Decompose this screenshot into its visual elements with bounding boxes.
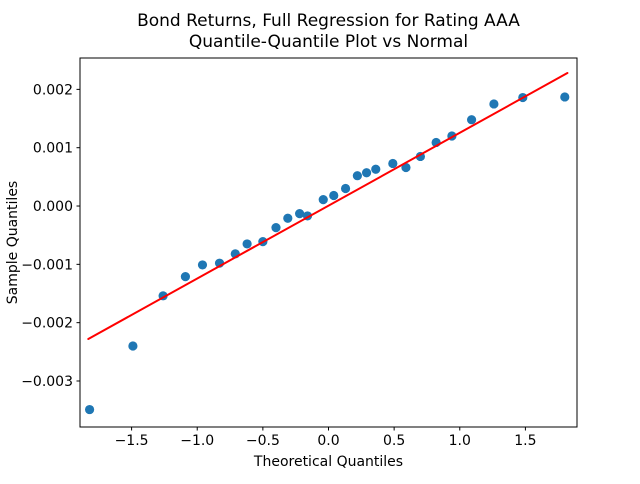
plot-area: −1.5 −1.0 −0.5 0.0 0.5 1.0 1.5 0.002 0.001 0.000 −…: [21, 57, 578, 449]
data-point: [340, 183, 351, 194]
y-axis-label: Sample Quantiles: [5, 181, 21, 304]
data-point: [352, 171, 362, 181]
y-tick-label: −0.003: [21, 374, 73, 390]
data-point: [560, 92, 570, 102]
data-point: [371, 164, 381, 174]
chart-title-line1: Bond Returns, Full Regression for Rating…: [137, 11, 520, 31]
data-point: [318, 195, 328, 205]
x-tick-label: −0.5: [246, 433, 280, 449]
chart-title-line2: Quantile-Quantile Plot vs Normal: [189, 32, 468, 52]
y-tick-label: −0.002: [21, 316, 73, 332]
data-point: [84, 404, 95, 415]
y-tick-label: 0.001: [33, 141, 73, 157]
x-tick-label: −1.5: [115, 433, 149, 449]
x-tick-label: −1.0: [180, 433, 214, 449]
x-axis-label: Theoretical Quantiles: [253, 454, 403, 470]
data-point: [329, 190, 339, 201]
regression-line: [87, 72, 569, 340]
x-tick-label: 1.0: [449, 433, 471, 449]
data-point: [180, 271, 191, 282]
y-tick-label: 0.000: [33, 199, 73, 215]
data-point: [401, 162, 411, 173]
data-point: [361, 168, 372, 178]
data-point: [197, 260, 208, 270]
data-point: [466, 115, 477, 125]
x-tick-label: 1.5: [514, 433, 536, 449]
x-tick-label: 0.5: [383, 433, 405, 449]
data-point: [128, 341, 138, 351]
data-point: [489, 99, 499, 109]
x-tick-label: 0.0: [317, 433, 339, 449]
data-point: [283, 213, 293, 223]
axes-spines: [79, 57, 578, 428]
data-point: [295, 209, 305, 219]
data-point: [388, 158, 398, 169]
y-tick-label: −0.001: [21, 257, 73, 273]
data-point: [242, 239, 252, 249]
data-point: [271, 222, 281, 233]
y-tick-label: 0.002: [33, 82, 73, 98]
